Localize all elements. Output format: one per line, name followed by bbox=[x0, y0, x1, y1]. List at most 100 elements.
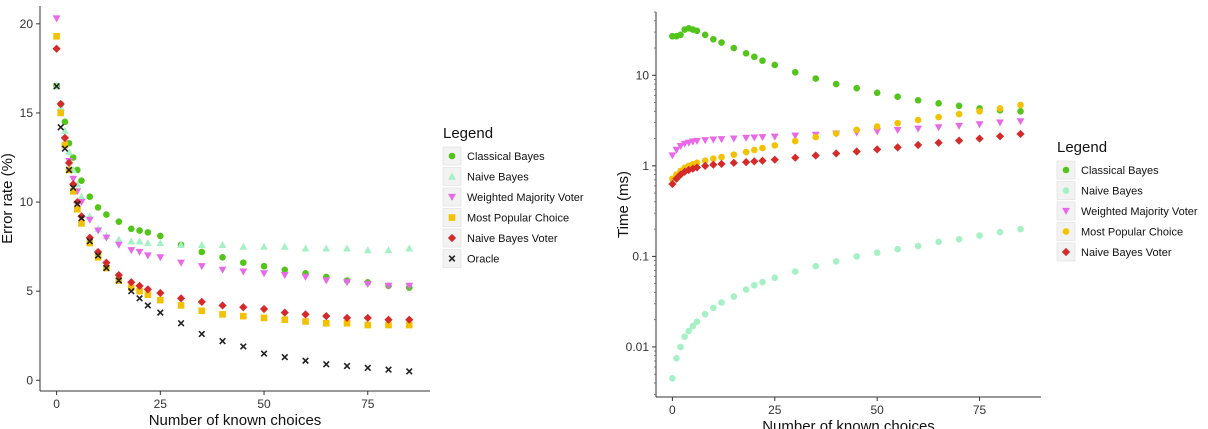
legend-label-weighted-majority-voter: Weighted Majority Voter bbox=[467, 192, 584, 204]
data-point bbox=[86, 193, 94, 201]
data-point bbox=[219, 311, 226, 318]
data-point bbox=[143, 285, 152, 294]
x-tick-label: 50 bbox=[257, 397, 271, 411]
data-point bbox=[791, 268, 799, 275]
data-point bbox=[78, 220, 85, 227]
data-point bbox=[718, 153, 725, 161]
data-point bbox=[198, 330, 206, 338]
data-point bbox=[914, 140, 923, 150]
data-point bbox=[914, 125, 923, 133]
x-tick-label: 75 bbox=[361, 397, 375, 411]
data-point bbox=[364, 321, 372, 329]
data-point bbox=[750, 157, 759, 166]
data-point bbox=[65, 148, 73, 156]
data-point bbox=[177, 259, 185, 267]
data-point bbox=[914, 96, 922, 104]
data-point bbox=[718, 39, 725, 46]
data-point bbox=[157, 232, 164, 240]
data-point bbox=[177, 319, 185, 327]
data-point bbox=[127, 284, 135, 291]
data-point bbox=[405, 315, 414, 324]
data-point bbox=[259, 304, 269, 314]
data-point bbox=[61, 145, 69, 152]
data-point bbox=[693, 159, 701, 167]
data-point bbox=[759, 57, 766, 64]
data-point bbox=[136, 227, 143, 234]
data-point bbox=[742, 148, 750, 156]
data-point bbox=[893, 143, 902, 152]
data-point bbox=[57, 123, 65, 131]
data-point bbox=[770, 133, 779, 141]
data-point bbox=[955, 122, 963, 130]
data-point bbox=[136, 287, 143, 295]
legend-label-classical-bayes: Classical Bayes bbox=[467, 151, 545, 163]
legend-label-classical-bayes: Classical Bayes bbox=[1081, 165, 1159, 177]
x-axis-title: Number of known choices bbox=[149, 412, 322, 429]
data-point bbox=[280, 242, 289, 250]
data-point bbox=[758, 134, 767, 142]
data-point bbox=[103, 211, 110, 218]
data-point bbox=[198, 248, 206, 256]
data-point bbox=[894, 119, 901, 127]
data-point bbox=[219, 337, 226, 345]
data-point bbox=[260, 242, 268, 250]
data-point bbox=[742, 286, 750, 293]
data-point bbox=[955, 102, 963, 110]
data-point bbox=[127, 278, 136, 287]
data-point bbox=[94, 254, 102, 261]
plot-area bbox=[40, 6, 430, 391]
data-point bbox=[405, 244, 414, 252]
data-point bbox=[1017, 225, 1024, 233]
data-point bbox=[64, 158, 74, 167]
series-naive-bayes bbox=[669, 225, 1024, 382]
data-point bbox=[955, 110, 963, 118]
data-point bbox=[135, 237, 144, 245]
data-point bbox=[60, 133, 69, 142]
data-point bbox=[61, 118, 69, 126]
y-tick-label: 15 bbox=[20, 106, 34, 120]
legend-title: Legend bbox=[1057, 139, 1107, 156]
data-point bbox=[718, 299, 725, 306]
data-point bbox=[693, 27, 701, 35]
data-point bbox=[115, 218, 123, 225]
data-point bbox=[343, 244, 351, 252]
data-point bbox=[363, 246, 372, 254]
data-point bbox=[710, 35, 717, 43]
data-point bbox=[144, 229, 152, 236]
data-point bbox=[69, 184, 77, 192]
data-point bbox=[260, 350, 268, 357]
data-point bbox=[758, 156, 767, 165]
data-point bbox=[322, 277, 331, 285]
data-point bbox=[832, 130, 840, 137]
data-point bbox=[934, 124, 943, 132]
legend-symbol-weighted-majority-voter bbox=[448, 193, 456, 201]
legend-symbol-classical-bayes bbox=[448, 152, 456, 160]
data-point bbox=[322, 360, 330, 368]
data-point bbox=[693, 318, 701, 325]
legend-symbol-naive-bayes bbox=[448, 172, 456, 180]
data-point bbox=[1017, 108, 1024, 115]
data-point bbox=[730, 151, 738, 158]
data-point bbox=[218, 240, 227, 248]
data-point bbox=[301, 310, 310, 319]
y-tick-label: 0.1 bbox=[632, 249, 649, 263]
series-weighted-majority-voter bbox=[668, 118, 1025, 160]
data-point bbox=[852, 147, 861, 156]
data-point bbox=[668, 152, 677, 160]
data-point bbox=[114, 271, 123, 280]
data-point bbox=[873, 145, 882, 154]
data-point bbox=[701, 310, 709, 318]
data-point bbox=[73, 200, 81, 208]
x-tick-label: 25 bbox=[154, 397, 168, 411]
data-point bbox=[176, 294, 186, 303]
data-point bbox=[143, 252, 152, 260]
legend-symbol-naive-bayes-voter bbox=[1061, 247, 1071, 257]
data-point bbox=[127, 225, 135, 233]
data-point bbox=[53, 82, 60, 90]
data-point bbox=[976, 108, 983, 115]
data-point bbox=[873, 89, 881, 97]
data-point bbox=[53, 33, 60, 40]
legend-symbol-naive-bayes-voter bbox=[447, 233, 457, 243]
x-tick-label: 0 bbox=[53, 397, 60, 411]
data-point bbox=[996, 105, 1004, 112]
